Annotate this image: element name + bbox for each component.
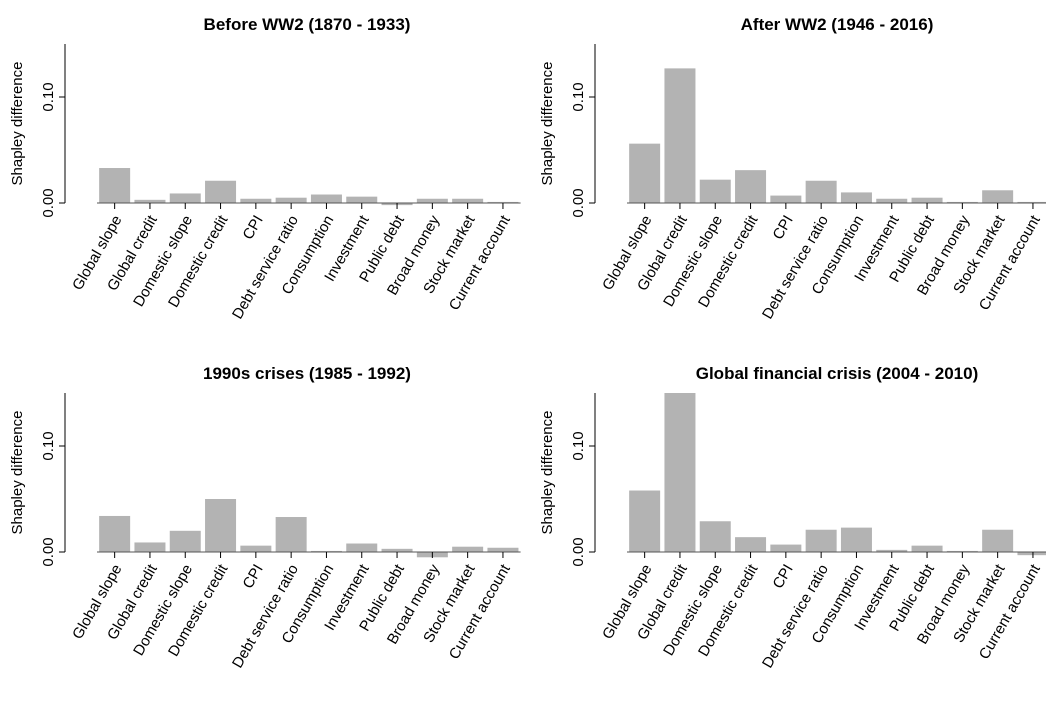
- bar: [805, 529, 837, 552]
- bar: [205, 499, 237, 552]
- bar: [205, 180, 237, 203]
- bar: [1017, 201, 1046, 203]
- bar: [310, 194, 342, 203]
- y-tick-label: 0.10: [40, 431, 57, 460]
- y-tick-label: 0.00: [570, 188, 587, 217]
- x-tick-label: CPI: [240, 561, 267, 591]
- y-tick-label: 0.00: [40, 537, 57, 566]
- bar: [911, 197, 943, 203]
- panel-title: Before WW2 (1870 - 1933): [204, 15, 411, 34]
- y-axis-label: Shapley difference: [539, 411, 556, 535]
- y-tick-label: 0.00: [40, 188, 57, 217]
- bar: [1017, 552, 1046, 556]
- bar: [275, 517, 307, 552]
- bar: [275, 197, 307, 203]
- bar: [416, 198, 448, 203]
- y-tick-label: 0.10: [570, 431, 587, 460]
- bar: [169, 530, 201, 552]
- bar: [735, 537, 767, 552]
- x-tick-label: CPI: [770, 212, 797, 242]
- x-tick-label: CPI: [240, 212, 267, 242]
- bar: [699, 521, 731, 552]
- y-tick-label: 0.10: [40, 82, 57, 111]
- y-tick-label: 0.10: [570, 82, 587, 111]
- bar: [629, 143, 661, 203]
- panel-title: 1990s crises (1985 - 1992): [203, 364, 411, 383]
- bar: [840, 192, 872, 203]
- bar: [664, 393, 696, 552]
- bar: [876, 198, 908, 203]
- bar: [946, 550, 978, 552]
- bar: [487, 201, 519, 203]
- bar: [240, 545, 272, 552]
- bar: [134, 542, 166, 552]
- bar: [876, 549, 908, 552]
- x-tick-label: CPI: [770, 561, 797, 591]
- bar: [134, 199, 166, 203]
- y-axis-label: Shapley difference: [9, 411, 26, 535]
- bar: [346, 543, 378, 552]
- bar: [381, 548, 413, 552]
- bar: [99, 168, 131, 203]
- bar: [982, 190, 1014, 203]
- bar: [310, 550, 342, 552]
- bar: [240, 198, 272, 203]
- bar: [699, 179, 731, 203]
- panel-title: After WW2 (1946 - 2016): [741, 15, 934, 34]
- bar: [664, 68, 696, 203]
- bar: [452, 198, 484, 203]
- bar: [169, 193, 201, 203]
- bar: [487, 547, 519, 552]
- bar: [770, 544, 802, 552]
- bar: [452, 546, 484, 552]
- bar: [770, 195, 802, 203]
- bar: [99, 515, 131, 552]
- bar: [946, 201, 978, 203]
- bar: [982, 529, 1014, 552]
- y-axis-label: Shapley difference: [539, 62, 556, 186]
- bar: [735, 170, 767, 203]
- y-tick-label: 0.00: [570, 537, 587, 566]
- y-axis-label: Shapley difference: [9, 62, 26, 186]
- bar: [805, 180, 837, 203]
- bar: [346, 196, 378, 203]
- bar: [840, 527, 872, 552]
- bar: [629, 490, 661, 552]
- bar: [911, 545, 943, 552]
- panel-title: Global financial crisis (2004 - 2010): [696, 364, 979, 383]
